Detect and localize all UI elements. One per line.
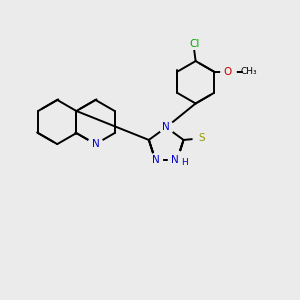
Text: Cl: Cl — [189, 39, 200, 49]
Text: O: O — [224, 67, 232, 77]
Text: CH₃: CH₃ — [240, 67, 257, 76]
Text: N: N — [92, 139, 99, 149]
Text: N: N — [152, 155, 159, 165]
Text: N: N — [162, 122, 170, 132]
Text: S: S — [198, 134, 205, 143]
Text: H: H — [181, 158, 188, 167]
Text: N: N — [171, 155, 178, 165]
